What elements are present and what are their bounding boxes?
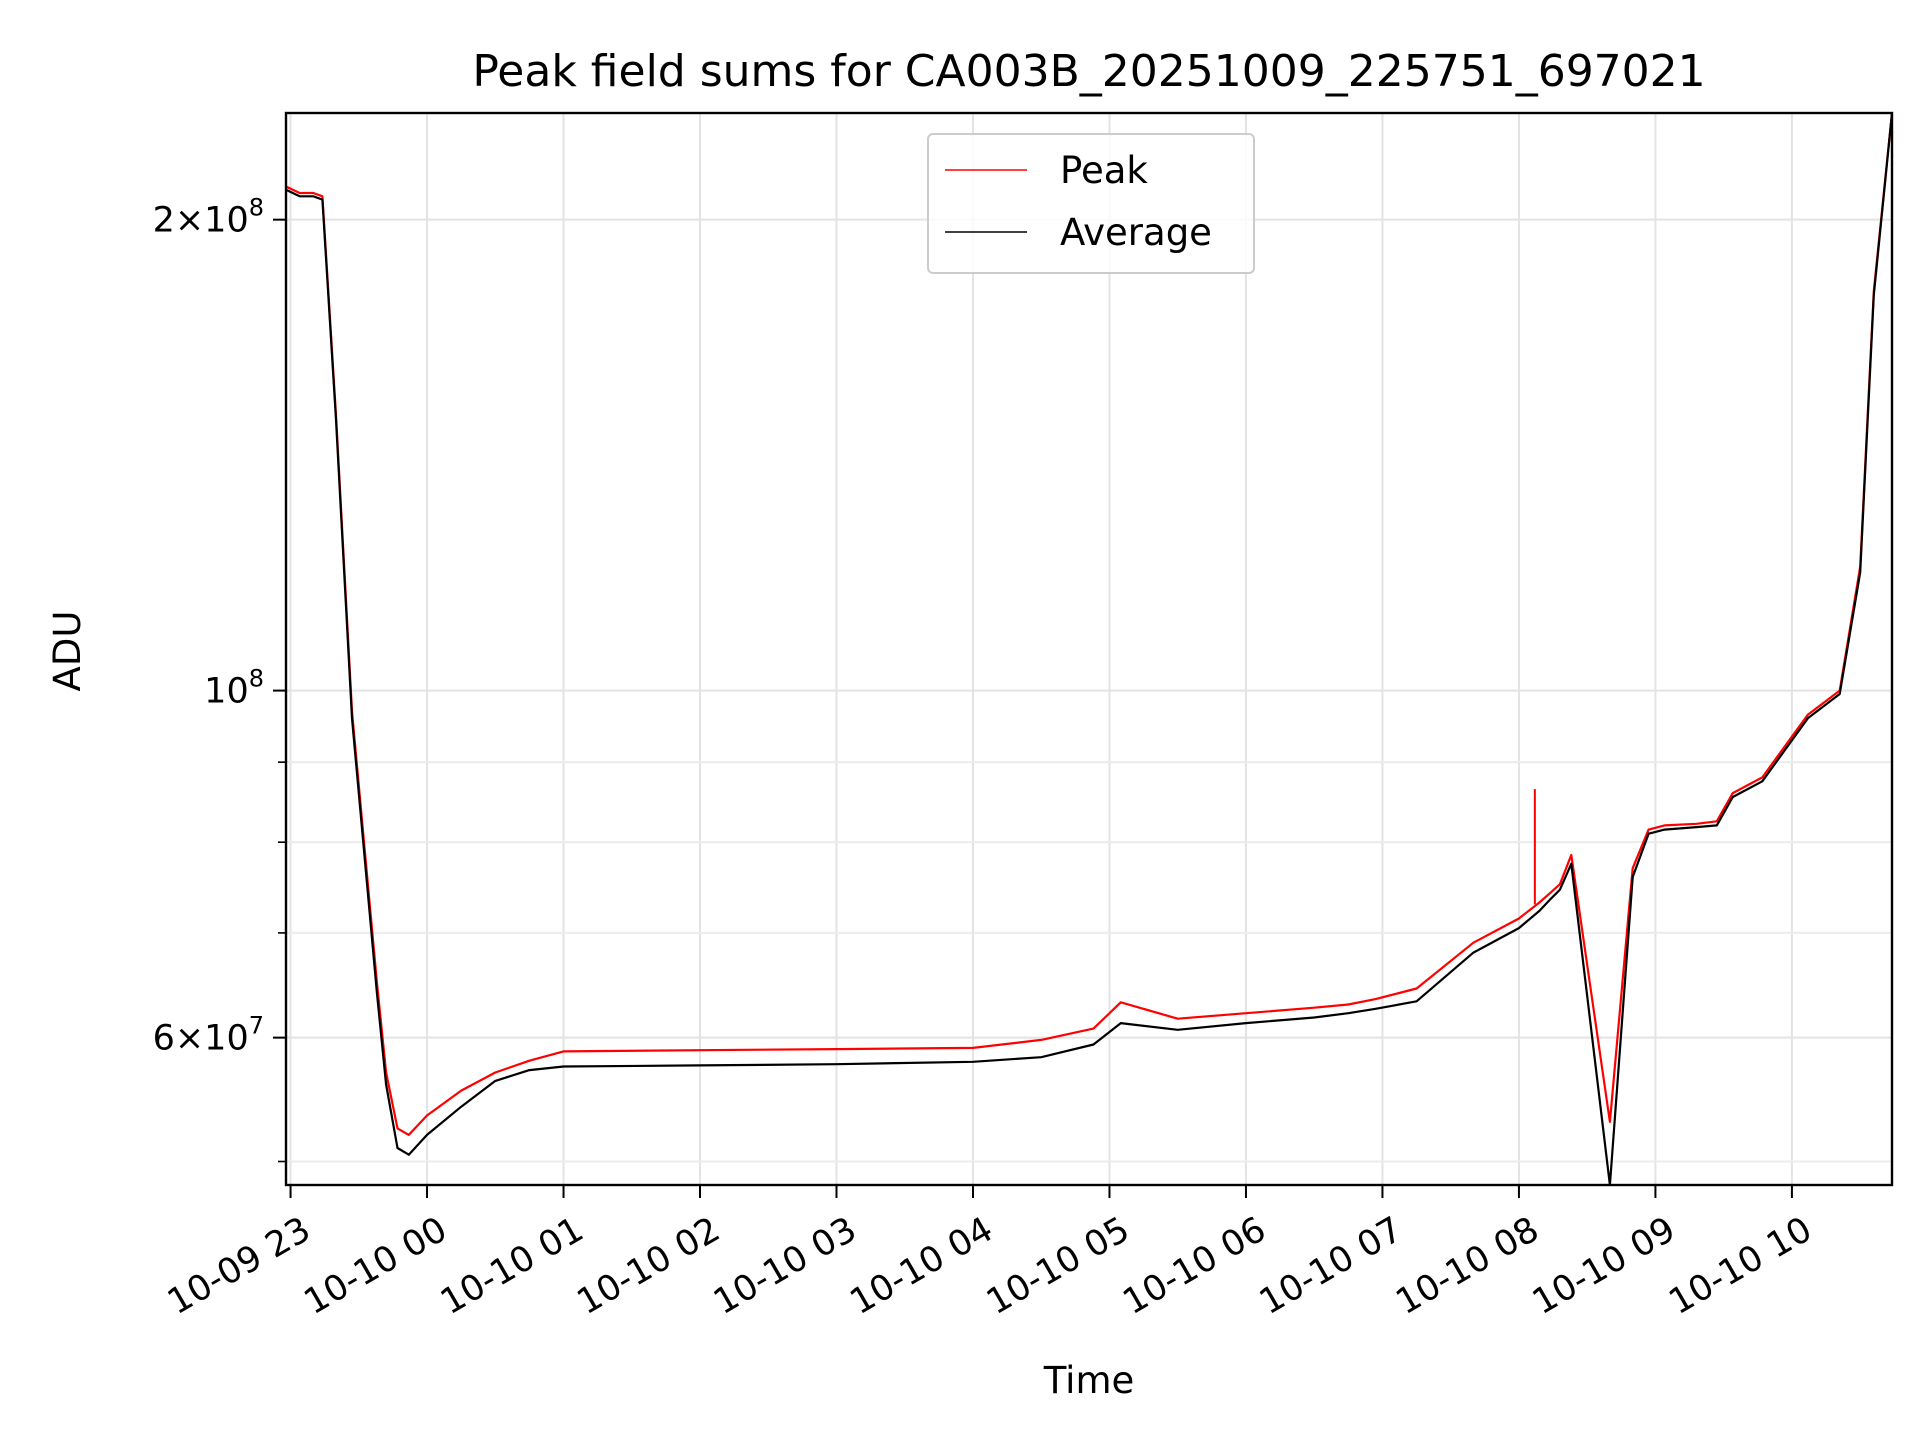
y-tick-label-base: 2×10 (153, 201, 249, 241)
y-tick-label: 6×107 (153, 1012, 264, 1059)
legend-label-peak: Peak (1060, 149, 1148, 192)
y-tick-label: 2×108 (153, 194, 264, 241)
legend-label-average: Average (1060, 211, 1212, 254)
x-axis-title: Time (1043, 1359, 1135, 1402)
y-tick-label-exponent: 8 (249, 665, 264, 693)
series-line-peak (286, 113, 1892, 1137)
y-tick-label-base: 6×10 (153, 1019, 249, 1059)
y-tick-label: 108 (204, 665, 264, 712)
plot-area (286, 113, 1892, 1185)
axes-frame (284, 111, 1894, 1187)
series-line-average (286, 113, 1892, 1185)
grid (286, 113, 1892, 1185)
chart-title: Peak field sums for CA003B_20251009_2257… (472, 46, 1705, 97)
legend-box (927, 133, 1255, 274)
y-axis-title: ADU (46, 611, 89, 692)
legend: Peak Average (927, 133, 1255, 274)
y-tick-label-base: 10 (204, 672, 249, 712)
y-tick-label-exponent: 7 (249, 1012, 264, 1040)
y-tick-label-exponent: 8 (249, 194, 264, 222)
